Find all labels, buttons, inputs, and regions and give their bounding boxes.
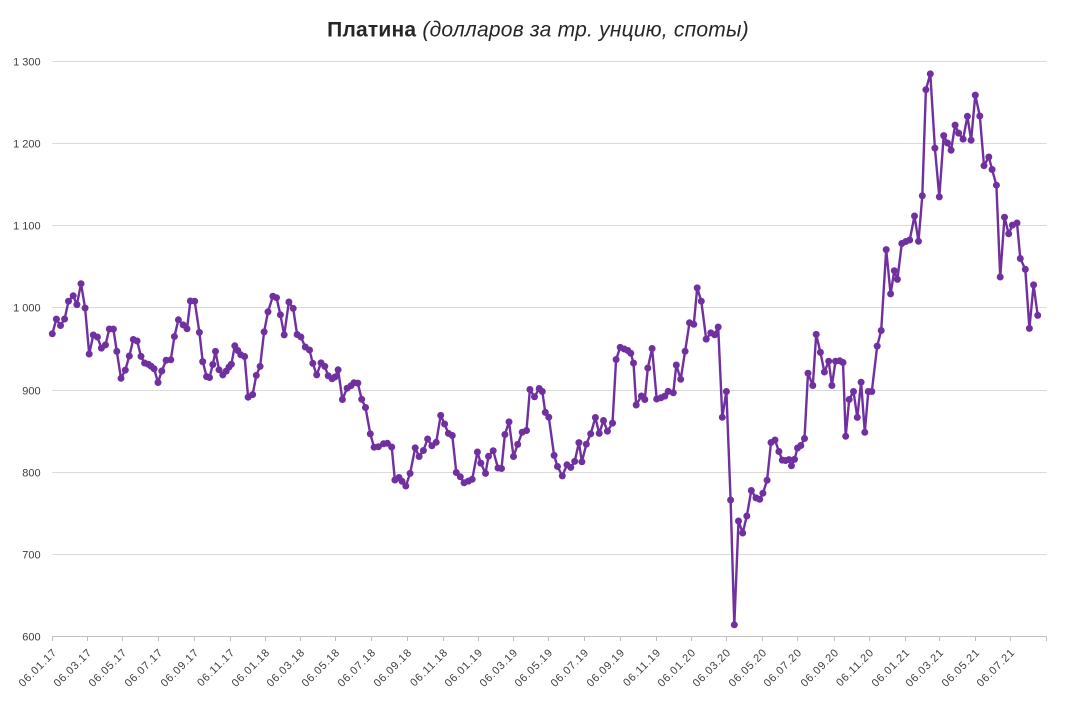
svg-text:1 300: 1 300 bbox=[13, 57, 41, 69]
svg-text:700: 700 bbox=[22, 550, 40, 562]
svg-text:1 200: 1 200 bbox=[13, 139, 41, 151]
svg-text:1 000: 1 000 bbox=[13, 303, 41, 315]
svg-text:Платина (долларов за тр. унцию: Платина (долларов за тр. унцию, споты) bbox=[327, 18, 749, 41]
svg-text:800: 800 bbox=[22, 468, 40, 480]
svg-text:600: 600 bbox=[22, 632, 40, 644]
svg-text:1 100: 1 100 bbox=[13, 221, 41, 233]
svg-text:900: 900 bbox=[22, 386, 40, 398]
